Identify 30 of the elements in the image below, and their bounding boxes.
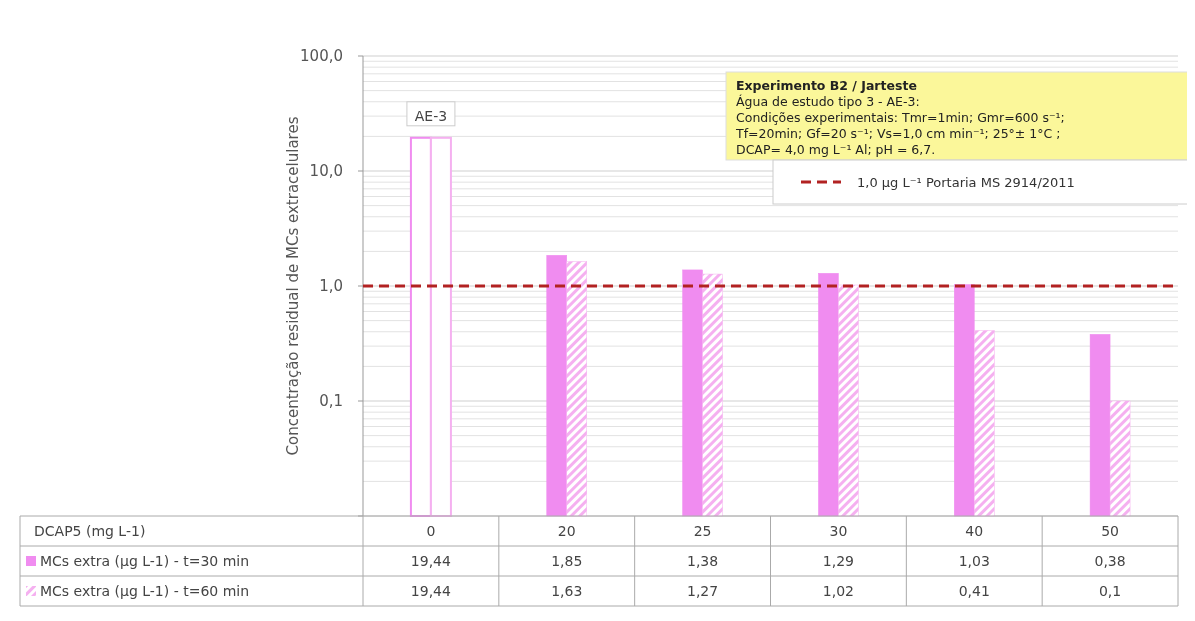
data-label: 1,85 <box>551 552 583 569</box>
legend-label: 1,0 µg L⁻¹ Portaria MS 2914/2011 <box>857 174 1075 190</box>
y-axis-title: Concentração residual de MCs extracelulares <box>284 116 302 456</box>
text-box: Experimento B2 / Jarteste Água de estudo tipo 3 - AE-3: Condições experimentais: Tmr=1min; Gmr=600 s⁻¹; Tf=20min; Gf=20 s⁻¹; Vs=1,0 cm min⁻¹; 25°± 1°C ; DCAP= 4,0 mg L⁻¹ Al; pH = 6,7. <box>725 71 1187 161</box>
y-tick-label: 0,1 <box>319 392 343 411</box>
data-label: 1,03 <box>958 552 990 569</box>
y-tick-label: 10,0 <box>309 162 343 181</box>
x-tick-label: 30 <box>829 522 848 539</box>
data-label: 19,44 <box>410 552 452 569</box>
annotation: AE-3 <box>414 107 448 124</box>
data-label: 1,27 <box>687 582 719 599</box>
x-tick-label: 50 <box>1101 522 1119 539</box>
data-label: 1,29 <box>822 552 854 569</box>
x-tick-label: 25 <box>693 522 712 539</box>
data-label: 1,38 <box>687 552 719 569</box>
data-label: 1,63 <box>551 582 583 599</box>
data-label: 0,38 <box>1094 552 1126 569</box>
data-label: 0,1 <box>1098 582 1122 599</box>
y-tick-label: 100,0 <box>300 47 343 66</box>
x-tick-label: 20 <box>557 522 576 539</box>
y-tick-label: 1,0 <box>319 277 343 296</box>
x-tick-label: 40 <box>965 522 984 539</box>
x-tick-label: 0 <box>426 522 436 539</box>
legend-label: MCs extra (µg L-1) - t=60 min <box>40 582 250 599</box>
data-label: 19,44 <box>410 582 452 599</box>
data-label: 0,41 <box>958 582 990 599</box>
data-label: 1,02 <box>822 582 854 599</box>
legend-label: MCs extra (µg L-1) - t=30 min <box>40 552 250 569</box>
text: DCAP5 (mg L-1) <box>34 522 146 539</box>
annotation: Experimento B2 / Jarteste Água de estudo tipo 3 - AE-3: Condições experimentais: Tmr=1min; Gmr=600 s⁻¹; Tf=20min; Gf=20 s⁻¹; Vs=1,0 cm min⁻¹; 25°± 1°C ; DCAP= 4,0 mg L⁻¹ Al; pH = 6,7. <box>735 78 1065 157</box>
